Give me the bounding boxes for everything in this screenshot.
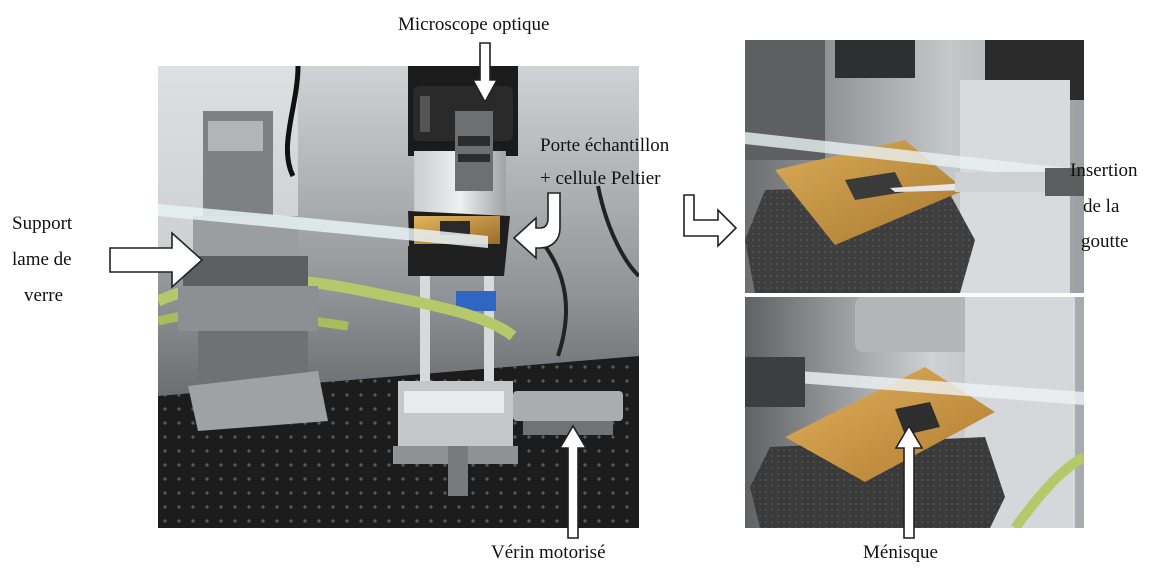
glass-slide-label-line2: lame de <box>12 249 72 270</box>
transition-arrow-icon <box>683 194 738 248</box>
glass-slide-label-line1: Support <box>12 213 73 234</box>
sample-holder-label-line1: Porte échantillon <box>540 135 670 156</box>
drop-insertion-label-line1: Insertion <box>1070 160 1138 181</box>
sample-holder-label-line2: + cellule Peltier <box>540 168 661 189</box>
meniscus-photo <box>745 297 1084 528</box>
drop-insertion-photo <box>745 40 1084 293</box>
motorized-actuator-label: Vérin motorisé <box>491 542 606 563</box>
glass-slide-label-line3: verre <box>24 285 64 306</box>
microscope-label: Microscope optique <box>398 14 550 35</box>
setup-photo <box>158 66 639 528</box>
drop-insertion-label-line2: de la <box>1083 196 1120 217</box>
drop-insertion-label-line3: goutte <box>1081 231 1129 252</box>
meniscus-label: Ménisque <box>863 542 938 563</box>
